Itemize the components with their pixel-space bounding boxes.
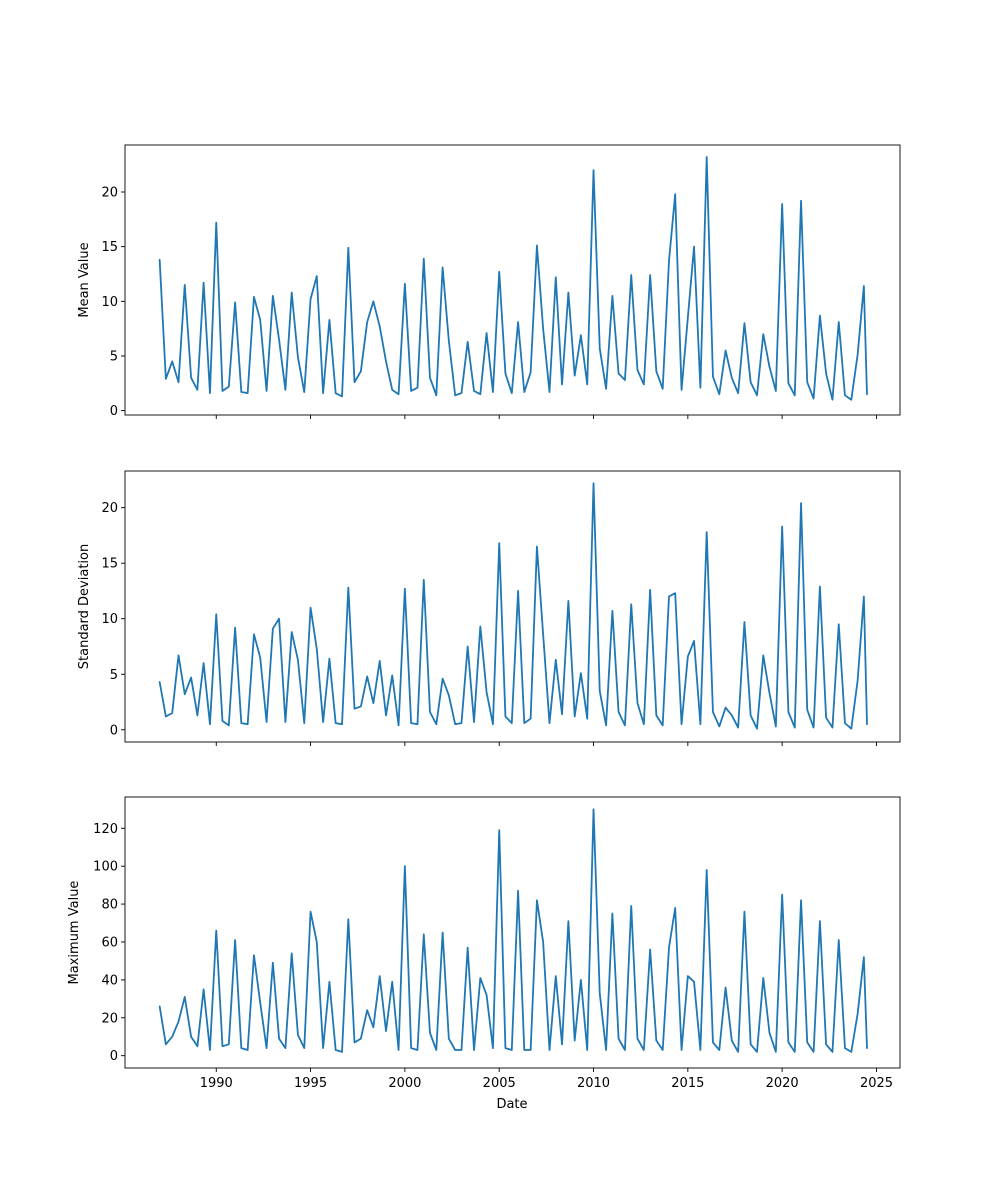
x-tick-label: 2000 (388, 1076, 421, 1091)
y-tick-label: 15 (101, 240, 118, 255)
x-tick-label: 2005 (483, 1076, 516, 1091)
x-tick-label: 1990 (200, 1076, 233, 1091)
axes-frame (124, 470, 901, 743)
y-axis-label: Standard Deviation (77, 544, 92, 669)
y-tick-label: 20 (101, 186, 118, 201)
panels: 0 5 10 15 20 Mean Value 0 5 10 15 20 Standard Devia… (67, 144, 901, 1091)
series-line-1 (158, 156, 868, 401)
y-tick-label: 5 (110, 668, 118, 683)
y-tick-label: 0 (110, 1049, 118, 1064)
panel-1: 0 5 10 15 20 Mean Value (77, 144, 901, 419)
y-tick-label: 15 (101, 557, 118, 572)
y-tick-label: 40 (101, 973, 118, 988)
x-tick-label: 2010 (577, 1076, 610, 1091)
series-line-2 (158, 482, 868, 730)
y-tick-label: 80 (101, 898, 118, 913)
y-tick-label: 20 (101, 501, 118, 516)
x-axis-label: Date (496, 1097, 527, 1112)
series-line-3 (158, 808, 868, 1053)
axes-frame (124, 144, 901, 416)
y-tick-label: 20 (101, 1011, 118, 1026)
x-tick-label: 2015 (671, 1076, 704, 1091)
y-tick-label: 10 (101, 612, 118, 627)
panel-2: 0 5 10 15 20 Standard Deviation (77, 470, 901, 746)
y-tick-label: 60 (101, 935, 118, 950)
y-tick-label: 0 (110, 723, 118, 738)
y-tick-label: 100 (93, 860, 118, 875)
y-tick-label: 10 (101, 295, 118, 310)
x-tick-label: 2020 (766, 1076, 799, 1091)
x-tick-label: 1995 (294, 1076, 327, 1091)
x-tick-label: 2025 (860, 1076, 893, 1091)
y-axis-label: Mean Value (77, 242, 92, 317)
y-tick-label: 120 (93, 822, 118, 837)
y-tick-label: 5 (110, 349, 118, 364)
y-axis-label: Maximum Value (67, 881, 82, 985)
y-tick-label: 0 (110, 404, 118, 419)
panel-3: 0 20 40 60 80 100 120 1990 1995 2000 2005 2010 2015 2… (67, 796, 901, 1091)
axes-frame (124, 796, 901, 1069)
